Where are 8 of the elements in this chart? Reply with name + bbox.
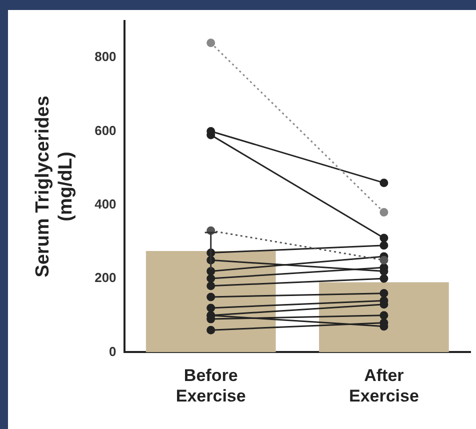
y-tick-label: 400 bbox=[94, 196, 116, 212]
y-tick-label: 0 bbox=[109, 344, 116, 359]
y-tick-label: 800 bbox=[94, 49, 116, 64]
x-tick-label: After Exercise bbox=[348, 366, 419, 406]
y-tick-label: 200 bbox=[94, 270, 116, 286]
x-tick-label: Before Exercise bbox=[176, 366, 246, 406]
y-tick-label: 600 bbox=[94, 122, 116, 138]
y-axis-title: Serum Triglycerides (mg/dL) bbox=[32, 96, 76, 278]
